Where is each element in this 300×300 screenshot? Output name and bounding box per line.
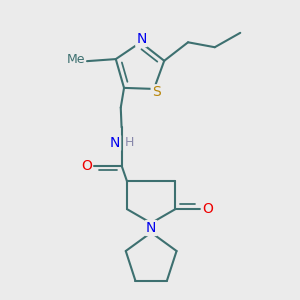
Text: O: O: [81, 159, 92, 172]
Text: O: O: [202, 202, 213, 216]
Text: N: N: [110, 136, 120, 150]
Text: H: H: [125, 136, 134, 149]
Text: N: N: [136, 32, 147, 46]
Text: N: N: [146, 221, 156, 235]
Text: S: S: [152, 85, 161, 99]
Text: Me: Me: [66, 53, 85, 66]
